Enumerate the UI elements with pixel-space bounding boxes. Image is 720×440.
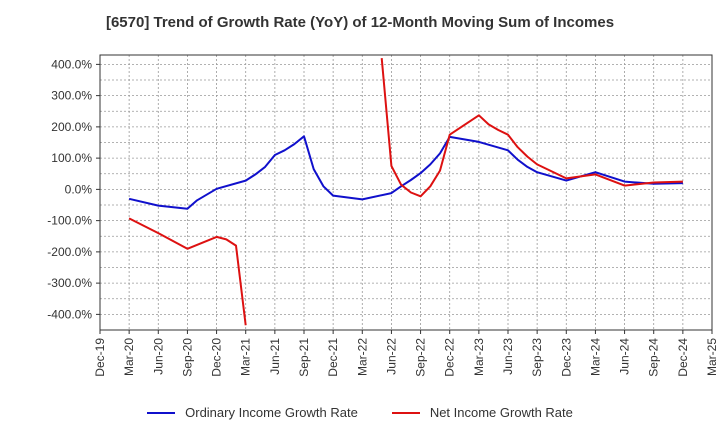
legend-item-net: Net Income Growth Rate xyxy=(391,405,573,420)
legend-swatch-ordinary xyxy=(147,411,176,414)
x-axis-ticks: Dec-19 Mar-20 Jun-20 Sep-20 Dec-20 Mar-21 Jun-… xyxy=(93,330,719,377)
x-tick-label: Mar-22 xyxy=(355,338,369,376)
x-tick-label: Dec-19 xyxy=(93,338,107,377)
series-lines xyxy=(128,58,683,326)
y-tick-label: 300.0% xyxy=(51,89,92,103)
legend: Ordinary Income Growth Rate Net Income G… xyxy=(0,405,720,420)
chart-title: [6570] Trend of Growth Rate (YoY) of 12-… xyxy=(105,14,615,31)
x-tick-label: Dec-23 xyxy=(559,338,573,377)
x-tick-label: Dec-24 xyxy=(676,338,690,377)
x-tick-label: Sep-20 xyxy=(180,338,194,377)
x-tick-label: Sep-22 xyxy=(414,338,428,377)
legend-label-net: Net Income Growth Rate xyxy=(429,405,573,420)
x-tick-label: Mar-25 xyxy=(705,338,719,376)
legend-item-ordinary: Ordinary Income Growth Rate xyxy=(147,405,358,420)
x-tick-label: Mar-21 xyxy=(239,338,253,376)
x-tick-label: Dec-20 xyxy=(210,338,224,377)
x-tick-label: Jun-21 xyxy=(268,338,282,375)
legend-label-ordinary: Ordinary Income Growth Rate xyxy=(185,405,358,420)
x-tick-label: Dec-22 xyxy=(443,338,457,377)
series-line-net-income xyxy=(128,217,247,326)
series-line-net-income xyxy=(380,58,683,198)
x-tick-label: Jun-23 xyxy=(501,338,515,375)
y-tick-label: 200.0% xyxy=(51,120,92,134)
grid-lines xyxy=(99,55,713,331)
x-tick-label: Mar-24 xyxy=(588,338,602,376)
x-tick-label: Jun-24 xyxy=(618,338,632,375)
x-tick-label: Jun-22 xyxy=(384,338,398,375)
plot-frame xyxy=(99,54,713,331)
x-tick-label: Sep-24 xyxy=(647,338,661,377)
y-tick-label: 400.0% xyxy=(51,57,92,71)
x-tick-label: Mar-23 xyxy=(472,338,486,376)
x-tick-label: Mar-20 xyxy=(122,338,136,376)
series-line-ordinary-income xyxy=(128,135,683,210)
y-tick-label: -300.0% xyxy=(47,276,92,290)
x-tick-label: Sep-23 xyxy=(530,338,544,377)
y-tick-label: -200.0% xyxy=(47,245,92,259)
x-tick-label: Jun-20 xyxy=(151,338,165,375)
x-tick-label: Dec-21 xyxy=(326,338,340,377)
y-tick-label: -400.0% xyxy=(47,307,92,321)
legend-swatch-net xyxy=(391,411,420,414)
y-tick-label: 100.0% xyxy=(51,151,92,165)
x-tick-label: Sep-21 xyxy=(297,338,311,377)
y-axis-ticks: 400.0% 300.0% 200.0% 100.0% 0.0% -100.0% -200.… xyxy=(47,57,100,321)
y-tick-label: 0.0% xyxy=(65,182,93,196)
y-tick-label: -100.0% xyxy=(47,214,92,228)
